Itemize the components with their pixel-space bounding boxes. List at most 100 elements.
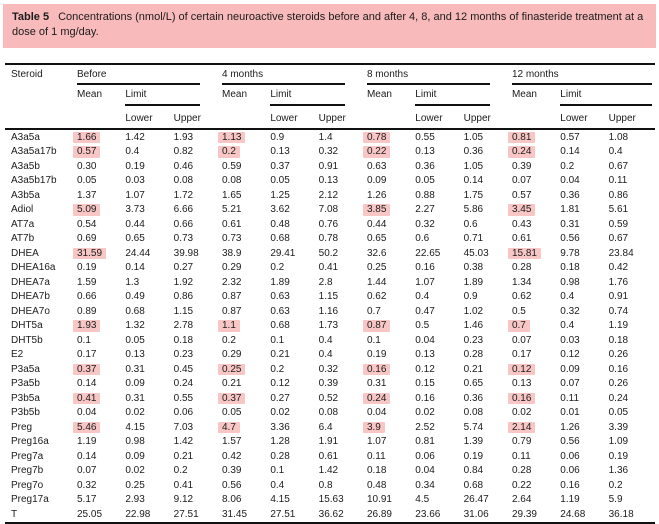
upper-cell: 0.66: [173, 218, 194, 230]
highlighted-mean: 0.57: [73, 146, 101, 158]
highlighted-mean: 0.41: [73, 392, 101, 405]
lower-cell: 0.68: [270, 233, 290, 245]
lower-cell: 0.31: [125, 363, 145, 375]
table-row: Adiol 5.09 3.73 6.66 5.21 3.62 7.08 3.85 2.27 5.8…: [5, 203, 655, 218]
mean-cell: 0.61: [221, 218, 242, 230]
lower-cell: 22.98: [125, 508, 151, 520]
upper-cell: 0.08: [463, 407, 484, 419]
table-row: T 25.05 22.98 27.51 31.45 27.51 36.62 26.89 23.6…: [5, 507, 655, 523]
lower-cell: 0.44: [125, 218, 145, 230]
upper-cell: 1.15: [318, 291, 339, 303]
highlighted-mean: 0.12: [507, 363, 536, 376]
upper-cell: 0.36: [463, 392, 484, 404]
upper-header: Upper: [608, 112, 636, 124]
lower-cell: 4.15: [270, 494, 290, 506]
upper-cell: 0.05: [608, 407, 629, 419]
table-row: AT7a 0.54 0.44 0.66 0.61 0.48 0.76 0.44 0.32 0.6 0…: [5, 217, 655, 232]
mean-cell: 0.24: [507, 145, 558, 160]
mean-cell: 0.09: [366, 175, 387, 187]
mean-cell: 0.12: [507, 362, 558, 377]
mean-cell: 1.66: [73, 129, 123, 145]
upper-cell: 1.73: [318, 320, 339, 332]
lower-cell: 0.31: [125, 392, 145, 404]
limit-header: Limit: [558, 86, 655, 110]
upper-cell: 0.23: [463, 334, 484, 346]
lower-cell: 0.06: [415, 450, 435, 462]
highlighted-mean: 0.25: [217, 363, 246, 376]
upper-cell: 2.78: [173, 320, 194, 332]
mean-cell: 5.46: [73, 420, 123, 435]
mean-cell: 0.73: [221, 233, 242, 245]
table-row: Preg7o 0.32 0.25 0.41 0.56 0.4 0.8 0.48 0.34 0.68…: [5, 478, 655, 493]
mean-cell: 0.30: [77, 160, 97, 172]
lower-cell: 1.89: [270, 276, 290, 288]
mean-cell: 10.91: [366, 494, 392, 506]
upper-cell: 0.38: [463, 262, 484, 274]
lower-cell: 1.19: [560, 494, 580, 506]
highlighted-mean: 3.45: [507, 204, 536, 216]
upper-cell: 26.47: [463, 494, 489, 506]
mean-cell: 0.2: [217, 145, 268, 160]
lower-cell: 0.4: [125, 146, 140, 158]
steroid-name-cell: A3a5a17b: [11, 146, 57, 158]
upper-cell: 0.91: [608, 291, 629, 303]
mean-cell: 0.1: [366, 334, 381, 346]
lower-cell: 0.56: [560, 233, 580, 245]
upper-cell: 0.78: [318, 233, 339, 245]
lower-cell: 0.63: [270, 291, 290, 303]
upper-cell: 0.06: [173, 407, 194, 419]
lower-cell: 9.78: [560, 247, 580, 259]
upper-cell: 1.46: [463, 320, 484, 332]
mean-cell: 0.62: [511, 291, 532, 303]
upper-cell: 0.82: [173, 146, 194, 158]
mean-cell: 0.43: [511, 218, 532, 230]
period-group-label: 8 months: [366, 69, 490, 86]
lower-cell: 0.63: [270, 305, 290, 317]
lower-cell: 23.66: [415, 508, 441, 520]
mean-cell: 2.32: [221, 276, 242, 288]
steroid-name-cell: A3a5b: [11, 160, 40, 172]
mean-cell: 0.63: [366, 160, 387, 172]
lower-cell: 0.14: [125, 262, 145, 274]
upper-cell: 1.89: [463, 276, 484, 288]
upper-cell: 1.39: [463, 436, 484, 448]
mean-cell: 0.22: [362, 145, 413, 160]
period-group-header: 4 months: [220, 64, 365, 87]
lower-cell: 0.9: [270, 131, 285, 143]
mean-cell: 1.57: [221, 436, 242, 448]
mean-cell: 0.56: [221, 479, 242, 491]
highlighted-mean: 1.93: [73, 320, 101, 332]
period-group-label: 4 months: [221, 69, 345, 86]
mean-cell: 0.66: [77, 291, 97, 303]
mean-cell: 0.41: [73, 391, 123, 406]
period-group-header: 8 months: [365, 64, 510, 87]
upper-cell: 0.4: [318, 334, 333, 346]
upper-cell: 0.42: [608, 262, 629, 274]
lower-cell: 0.36: [415, 160, 435, 172]
header-row-mean-limit: Mean Limit Mean Limit Mean Limit Mean Limit: [5, 86, 655, 110]
mean-cell: 0.29: [221, 262, 242, 274]
upper-cell: 0.52: [318, 392, 339, 404]
upper-cell: 0.19: [463, 450, 484, 462]
upper-cell: 0.26: [608, 378, 629, 390]
table-row: A3a5b 0.30 0.19 0.46 0.59 0.37 0.91 0.63 0.36 1.0…: [5, 159, 655, 174]
upper-cell: 0.27: [173, 262, 194, 274]
steroid-name-cell: A3b5a: [11, 189, 40, 201]
highlighted-mean: 0.78: [362, 131, 391, 144]
lower-cell: 0.06: [560, 465, 580, 477]
lower-cell: 0.04: [415, 334, 435, 346]
mean-cell: 0.57: [511, 189, 532, 201]
mean-cell: 0.05: [221, 407, 242, 419]
limit-header: Limit: [123, 86, 220, 110]
lower-cell: 2.93: [125, 494, 145, 506]
mean-cell: 0.14: [77, 378, 97, 390]
lower-cell: 0.13: [125, 349, 145, 361]
mean-cell: 0.2: [221, 334, 236, 346]
upper-cell: 0.39: [318, 378, 339, 390]
mean-cell: 0.61: [511, 233, 532, 245]
upper-cell: 0.68: [463, 479, 484, 491]
lower-cell: 0.16: [560, 479, 580, 491]
steroid-column-header: Steroid: [11, 68, 43, 80]
mean-cell: 15.81: [507, 246, 558, 261]
lower-cell: 24.68: [560, 508, 586, 520]
